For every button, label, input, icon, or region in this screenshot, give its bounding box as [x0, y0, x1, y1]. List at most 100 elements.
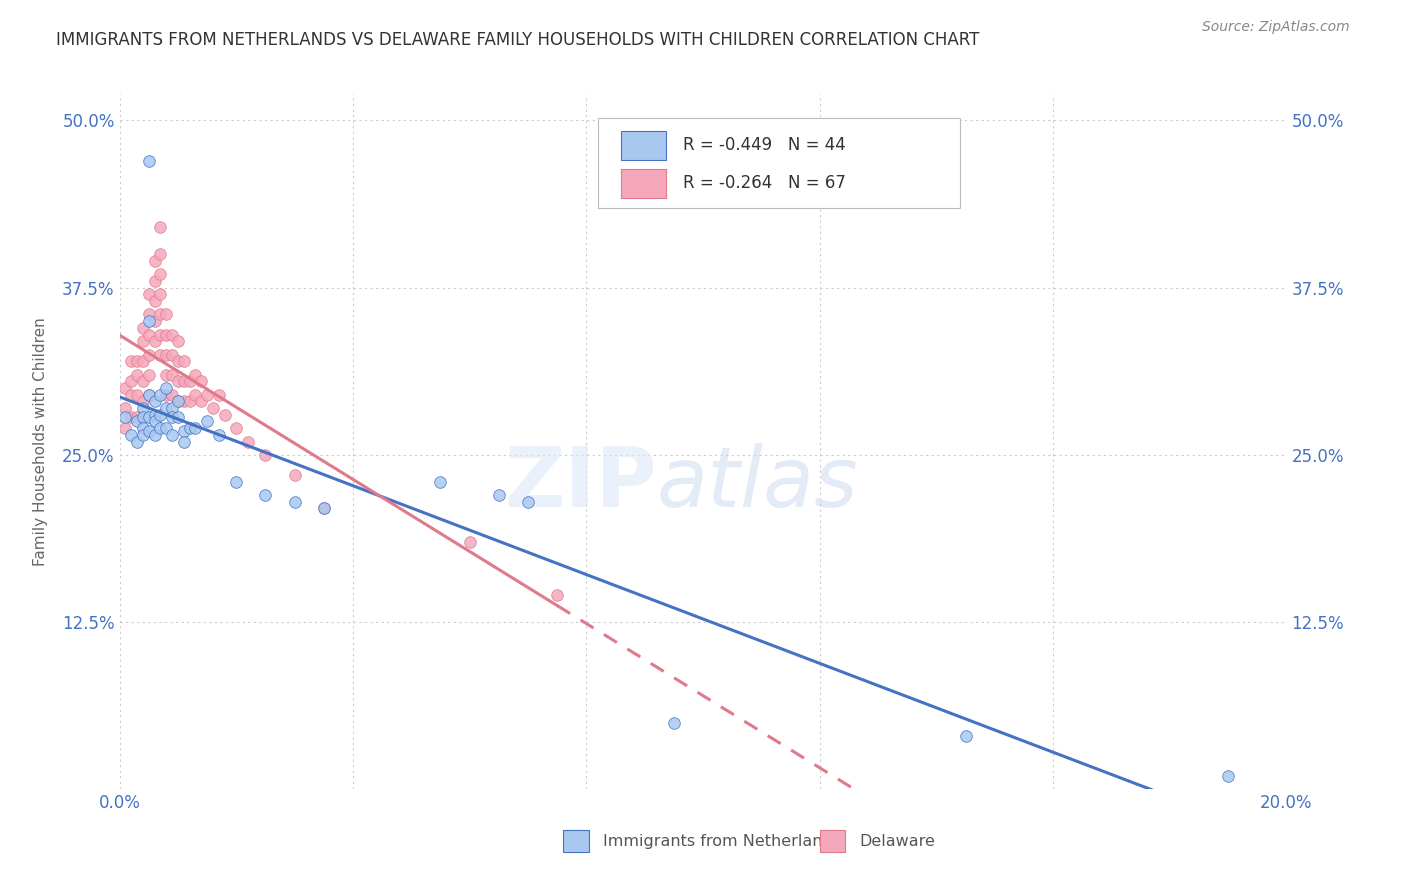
Text: Delaware: Delaware [859, 834, 935, 849]
Point [160, 428, 183, 442]
Point [166, 410, 188, 425]
Point [236, 434, 259, 449]
Point [132, 334, 155, 349]
Point [283, 468, 307, 483]
Point [312, 501, 335, 516]
Point [166, 394, 188, 409]
Point [138, 327, 160, 342]
Bar [621, 130, 665, 160]
Point [143, 314, 166, 328]
Y-axis label: Family Households with Children: Family Households with Children [34, 318, 48, 566]
Point [149, 327, 172, 342]
Point [225, 475, 247, 489]
Point [138, 348, 160, 362]
Point [160, 410, 183, 425]
Point [125, 410, 148, 425]
Point [155, 401, 177, 416]
Point [138, 410, 160, 425]
Text: atlas: atlas [657, 442, 858, 524]
Point [155, 381, 177, 395]
Point [195, 414, 218, 429]
Text: Source: ZipAtlas.com: Source: ZipAtlas.com [1202, 20, 1350, 34]
Text: ZIP: ZIP [503, 442, 657, 524]
Point [138, 388, 160, 402]
Point [166, 375, 188, 389]
Point [155, 327, 177, 342]
Point [143, 414, 166, 429]
Point [166, 334, 188, 349]
Point [120, 354, 142, 368]
Point [254, 448, 277, 462]
Point [517, 494, 540, 508]
Point [149, 268, 172, 282]
Point [132, 401, 155, 416]
Point [155, 307, 177, 322]
Point [149, 287, 172, 301]
Point [114, 410, 136, 425]
Point [201, 401, 224, 416]
Bar [820, 830, 845, 852]
Text: R = -0.264   N = 67: R = -0.264 N = 67 [683, 175, 846, 193]
Point [208, 388, 231, 402]
Point [458, 535, 481, 549]
Point [1216, 769, 1240, 783]
Point [488, 488, 510, 502]
Point [120, 388, 142, 402]
Point [125, 414, 148, 429]
Point [149, 220, 172, 235]
Point [143, 274, 166, 288]
Point [190, 394, 212, 409]
Point [173, 394, 195, 409]
Point [160, 401, 183, 416]
FancyBboxPatch shape [598, 118, 960, 209]
Point [184, 388, 207, 402]
Point [149, 388, 172, 402]
Point [143, 334, 166, 349]
Point [160, 388, 183, 402]
Point [120, 410, 142, 425]
Point [225, 421, 247, 435]
Point [120, 428, 142, 442]
Point [138, 424, 160, 438]
Point [132, 410, 155, 425]
Point [138, 368, 160, 382]
Point [114, 381, 136, 395]
Point [155, 348, 177, 362]
Point [173, 434, 195, 449]
Point [166, 394, 188, 409]
Point [125, 388, 148, 402]
Point [155, 388, 177, 402]
Point [143, 408, 166, 422]
Point [132, 421, 155, 435]
Point [283, 494, 307, 508]
Point [125, 434, 148, 449]
Point [114, 401, 136, 416]
Point [138, 314, 160, 328]
Point [143, 428, 166, 442]
Text: Immigrants from Netherlands: Immigrants from Netherlands [603, 834, 841, 849]
Point [195, 388, 218, 402]
Point [132, 375, 155, 389]
Point [138, 307, 160, 322]
Point [254, 488, 277, 502]
Point [132, 428, 155, 442]
Point [214, 408, 236, 422]
Point [184, 421, 207, 435]
Point [155, 368, 177, 382]
Text: R = -0.449   N = 44: R = -0.449 N = 44 [683, 136, 846, 154]
Point [120, 375, 142, 389]
Point [143, 394, 166, 409]
Point [312, 501, 335, 516]
Point [138, 153, 160, 168]
Point [125, 354, 148, 368]
Point [160, 348, 183, 362]
Point [208, 428, 231, 442]
Point [173, 375, 195, 389]
Point [160, 368, 183, 382]
Point [132, 394, 155, 409]
Point [173, 424, 195, 438]
Point [149, 247, 172, 261]
Point [184, 368, 207, 382]
Point [662, 715, 685, 730]
Point [132, 321, 155, 335]
